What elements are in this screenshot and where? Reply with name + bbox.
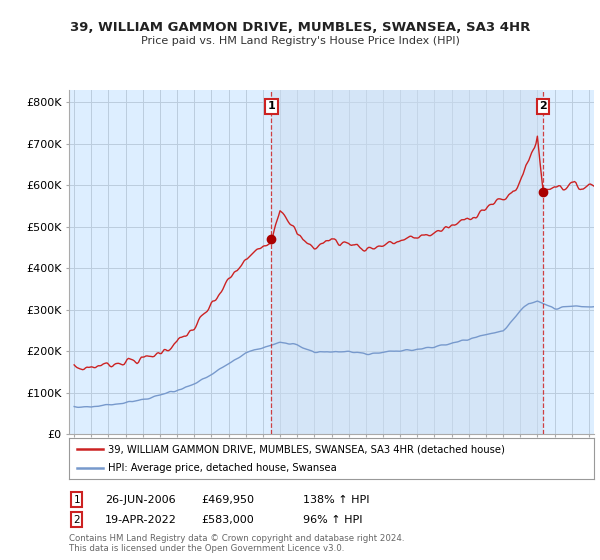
Text: £469,950: £469,950 (201, 494, 254, 505)
Text: 19-APR-2022: 19-APR-2022 (105, 515, 177, 525)
Text: 138% ↑ HPI: 138% ↑ HPI (303, 494, 370, 505)
Text: 39, WILLIAM GAMMON DRIVE, MUMBLES, SWANSEA, SA3 4HR (detached house): 39, WILLIAM GAMMON DRIVE, MUMBLES, SWANS… (109, 445, 505, 454)
Text: £583,000: £583,000 (201, 515, 254, 525)
Text: Price paid vs. HM Land Registry's House Price Index (HPI): Price paid vs. HM Land Registry's House … (140, 36, 460, 46)
Text: HPI: Average price, detached house, Swansea: HPI: Average price, detached house, Swan… (109, 463, 337, 473)
Text: 2: 2 (73, 515, 80, 525)
Bar (271, 90, 543, 434)
Text: 26-JUN-2006: 26-JUN-2006 (105, 494, 176, 505)
Text: 1: 1 (73, 494, 80, 505)
Text: 39, WILLIAM GAMMON DRIVE, MUMBLES, SWANSEA, SA3 4HR: 39, WILLIAM GAMMON DRIVE, MUMBLES, SWANS… (70, 21, 530, 34)
Text: 96% ↑ HPI: 96% ↑ HPI (303, 515, 362, 525)
Text: Contains HM Land Registry data © Crown copyright and database right 2024.
This d: Contains HM Land Registry data © Crown c… (69, 534, 404, 553)
Text: 2: 2 (539, 101, 547, 111)
Text: 1: 1 (268, 101, 275, 111)
